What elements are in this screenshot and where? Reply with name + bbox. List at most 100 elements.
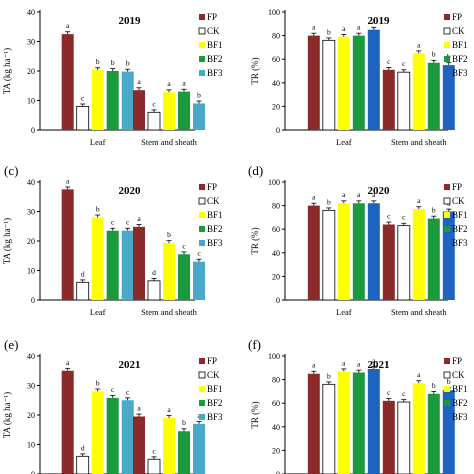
bar-bf2-stem: [178, 254, 190, 300]
legend-swatch-bf3: [444, 414, 450, 420]
panel-label: (d): [248, 163, 263, 178]
bar-bf2-leaf: [106, 230, 119, 300]
legend-swatch-fp: [444, 358, 450, 364]
bar-ck-stem: [397, 225, 411, 301]
y-axis-label: TA (kg ha⁻¹): [2, 48, 12, 94]
significance-letter: c: [402, 59, 406, 68]
bar-ck-leaf: [322, 209, 336, 301]
legend-swatch-bf1: [444, 386, 450, 392]
legend-swatch-fp: [199, 184, 205, 190]
bar-ck-leaf: [322, 39, 336, 131]
legend-swatch-bf2: [199, 56, 205, 62]
significance-letter: c: [111, 385, 115, 394]
significance-letter: c: [197, 249, 201, 258]
panel-label: (c): [4, 163, 18, 178]
y-axis-label: TR (%): [250, 227, 260, 254]
significance-letter: b: [96, 378, 100, 387]
significance-letter: a: [66, 21, 70, 30]
bar-bf3-stem: [193, 103, 205, 130]
y-tick-label: 40: [272, 249, 280, 258]
y-tick-label: 40: [27, 178, 35, 187]
legend-label-fp: FP: [207, 12, 217, 22]
y-tick-label: 40: [272, 423, 280, 432]
legend-label-bf3: BF3: [207, 238, 223, 248]
year-label: 2020: [119, 185, 142, 197]
bar-bf3-stem: [193, 423, 205, 474]
y-tick-label: 80: [272, 32, 280, 41]
significance-letter: a: [312, 193, 316, 202]
y-tick-label: 20: [272, 272, 280, 281]
legend-swatch-fp: [199, 358, 205, 364]
legend-label-fp: FP: [207, 182, 217, 192]
legend-label-bf1: BF1: [452, 210, 468, 220]
panel-label: (e): [4, 337, 18, 352]
legend-label-ck: CK: [207, 26, 220, 36]
legend-swatch-bf3: [444, 240, 450, 246]
y-tick-label: 10: [27, 267, 35, 276]
significance-letter: c: [387, 211, 391, 220]
bar-ck-leaf: [76, 281, 90, 301]
y-axis-label: TA (kg ha⁻¹): [2, 218, 12, 264]
bar-bf3-leaf: [367, 203, 380, 300]
legend-swatch-fp: [199, 14, 205, 20]
bar-fp-leaf: [307, 373, 320, 474]
year-label: 2019: [119, 15, 142, 27]
legend-label-bf1: BF1: [452, 384, 468, 394]
legend-swatch-bf1: [444, 42, 450, 48]
significance-letter: a: [342, 358, 346, 367]
y-tick-label: 20: [27, 237, 35, 246]
legend-swatch-bf1: [199, 42, 205, 48]
legend-label-bf3: BF3: [452, 412, 468, 422]
legend-swatch-bf1: [199, 212, 205, 218]
legend-label-bf2: BF2: [207, 224, 223, 234]
y-tick-label: 40: [27, 8, 35, 17]
significance-letter: b: [327, 197, 331, 206]
y-axis-label: TA (kg ha⁻¹): [2, 392, 12, 438]
significance-letter: c: [81, 93, 85, 102]
bar-ck-leaf: [76, 106, 90, 131]
significance-letter: a: [372, 190, 376, 199]
y-axis-label: TR (%): [250, 57, 260, 84]
bar-bf3-stem: [193, 261, 205, 300]
chart-panel-6: 0 20 40 60 80 100 TR (%) 2021 (f) a b a a a c c a b b FP CK B…: [248, 337, 468, 474]
significance-letter: a: [312, 361, 316, 370]
legend-swatch-bf3: [199, 414, 205, 420]
legend-swatch-ck: [443, 197, 451, 205]
bar-fp-leaf: [307, 35, 320, 130]
legend-swatch-ck: [443, 371, 451, 379]
legend-swatch-bf2: [199, 226, 205, 232]
y-tick-label: 0: [31, 126, 35, 135]
legend-label-bf1: BF1: [452, 40, 468, 50]
bar-bf3-leaf: [121, 71, 134, 130]
bar-bf2-stem: [427, 393, 440, 474]
significance-letter: b: [327, 371, 331, 380]
legend-swatch-ck: [443, 27, 451, 35]
legend-label-bf2: BF2: [452, 398, 468, 408]
legend-swatch-ck: [198, 27, 206, 35]
legend-label-ck: CK: [207, 370, 220, 380]
significance-letter: b: [96, 57, 100, 66]
significance-letter: b: [96, 204, 100, 213]
y-tick-label: 20: [272, 102, 280, 111]
significance-letter: a: [417, 196, 421, 205]
bar-bf3-stem: [442, 65, 455, 130]
legend-label-bf2: BF2: [207, 398, 223, 408]
significance-letter: a: [417, 370, 421, 379]
significance-letter: c: [402, 389, 406, 398]
panel-label: (f): [248, 337, 261, 352]
bar-fp-stem: [382, 224, 395, 300]
legend-label-bf3: BF3: [207, 68, 223, 78]
bar-ck-leaf: [322, 383, 336, 474]
bar-bf1-stem: [412, 209, 425, 300]
significance-letter: a: [372, 17, 376, 26]
y-tick-label: 100: [268, 8, 280, 17]
bar-ck-stem: [147, 280, 161, 301]
y-tick-label: 20: [272, 446, 280, 455]
significance-letter: c: [152, 99, 156, 108]
x-category-label: Leaf: [336, 137, 352, 147]
significance-letter: b: [447, 377, 451, 386]
year-label: 2020: [368, 185, 391, 197]
y-tick-label: 30: [27, 382, 35, 391]
bar-bf2-stem: [427, 62, 440, 130]
